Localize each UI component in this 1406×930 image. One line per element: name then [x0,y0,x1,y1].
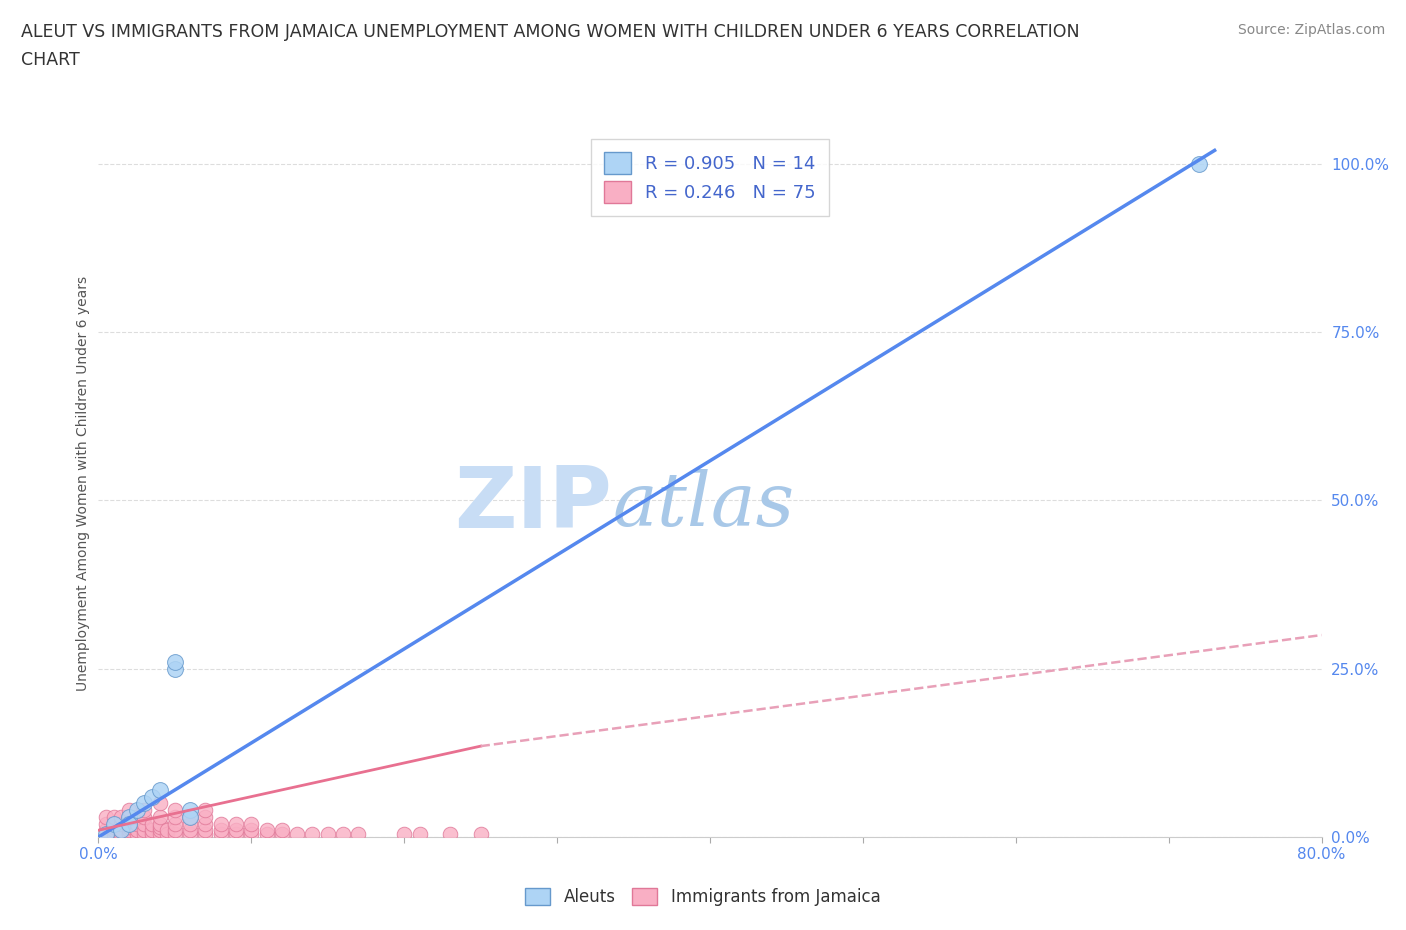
Point [149,823,172,838]
Point [1188,156,1211,171]
Point [285,826,308,841]
Point [163,655,186,670]
Point [316,826,339,841]
Point [240,823,263,838]
Point [118,819,141,834]
Point [149,796,172,811]
Point [149,826,172,841]
Point [134,823,156,838]
Point [163,817,186,831]
Point [225,826,247,841]
Point [156,823,179,838]
Point [149,782,172,797]
Point [134,826,156,841]
Point [194,803,217,817]
Point [134,803,156,817]
Point [194,817,217,831]
Point [134,817,156,831]
Point [103,817,125,831]
Point [408,826,430,841]
Point [156,826,179,841]
Point [163,823,186,838]
Point [301,826,323,841]
Point [110,826,132,841]
Point [194,826,217,841]
Point [118,809,141,824]
Point [118,817,141,831]
Point [209,823,232,838]
Point [125,803,148,817]
Point [134,809,156,824]
Point [103,826,125,841]
Legend: Aleuts, Immigrants from Jamaica: Aleuts, Immigrants from Jamaica [519,881,887,912]
Point [194,809,217,824]
Point [179,803,201,817]
Point [118,803,141,817]
Text: atlas: atlas [612,469,794,541]
Point [110,823,132,838]
Point [179,809,201,824]
Point [94,823,117,838]
Point [270,823,292,838]
Point [94,817,117,831]
Point [118,809,141,824]
Point [256,826,278,841]
Point [94,809,117,824]
Text: CHART: CHART [21,51,80,69]
Point [103,809,125,824]
Point [225,823,247,838]
Point [141,826,163,841]
Point [103,823,125,838]
Point [118,826,141,841]
Text: ZIP: ZIP [454,463,612,546]
Point [149,809,172,824]
Point [194,823,217,838]
Point [470,826,492,841]
Text: ALEUT VS IMMIGRANTS FROM JAMAICA UNEMPLOYMENT AMONG WOMEN WITH CHILDREN UNDER 6 : ALEUT VS IMMIGRANTS FROM JAMAICA UNEMPLO… [21,23,1080,41]
Point [392,826,416,841]
Point [225,817,247,831]
Point [347,826,370,841]
Point [439,826,461,841]
Point [103,817,125,831]
Point [209,826,232,841]
Point [110,823,132,838]
Point [209,817,232,831]
Text: Source: ZipAtlas.com: Source: ZipAtlas.com [1237,23,1385,37]
Point [179,823,201,838]
Point [94,826,117,841]
Legend: R = 0.905   N = 14, R = 0.246   N = 75: R = 0.905 N = 14, R = 0.246 N = 75 [592,140,828,216]
Point [179,817,201,831]
Point [141,790,163,804]
Point [110,809,132,824]
Point [125,817,148,831]
Point [141,817,163,831]
Point [179,809,201,824]
Point [270,826,292,841]
Point [110,817,132,831]
Point [118,817,141,831]
Point [125,809,148,824]
Point [240,826,263,841]
Y-axis label: Unemployment Among Women with Children Under 6 years: Unemployment Among Women with Children U… [76,276,90,691]
Point [240,817,263,831]
Point [149,819,172,834]
Point [94,826,117,841]
Point [134,796,156,811]
Point [332,826,354,841]
Point [163,661,186,676]
Point [179,826,201,841]
Point [163,826,186,841]
Point [141,823,163,838]
Point [125,823,148,838]
Point [163,803,186,817]
Point [149,817,172,831]
Point [125,826,148,841]
Point [256,823,278,838]
Point [163,809,186,824]
Point [103,819,125,834]
Point [118,823,141,838]
